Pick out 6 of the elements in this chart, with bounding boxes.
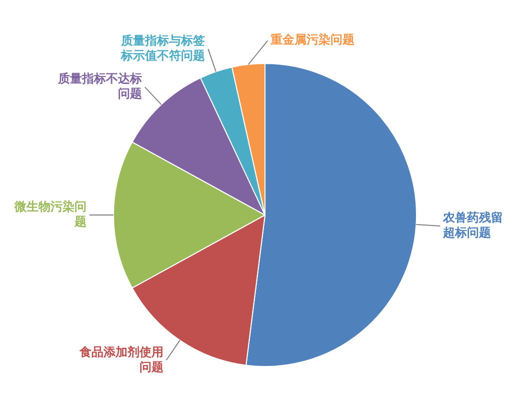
slice-label: 质量指标不达标问题 (56, 72, 142, 101)
slice-label: 农兽药残留超标问题 (442, 210, 504, 240)
slice-label: 质量指标与标签标示值不符问题 (120, 34, 206, 63)
slice-label: 食品添加剂使用问题 (78, 344, 164, 374)
slice-label: 微生物污染问题 (14, 200, 86, 229)
slice-label: 重金属污染问题 (270, 32, 355, 47)
